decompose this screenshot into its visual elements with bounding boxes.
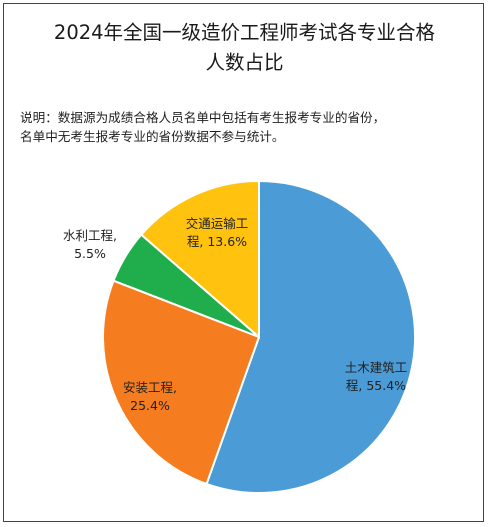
chart-title-line-2: 人数占比 (205, 51, 284, 74)
slice-label-4: 交通运输工程, 13.6% (186, 216, 249, 249)
slice-label-2-line-2: 25.4% (130, 398, 170, 413)
pie-slice-4 (139, 179, 260, 340)
slice-label-3-line-1: 水利工程, (63, 228, 117, 243)
chart-note-line-2: 名单中无考生报考专业的省份数据不参与统计。 (20, 129, 285, 144)
chart-note: 说明：数据源为成绩合格人员名单中包括有考生报考专业的省份， 名单中无考生报考专业… (20, 108, 475, 146)
slice-label-3: 水利工程, 5.5% (63, 228, 117, 261)
pie-slice-2 (102, 279, 261, 486)
slice-label-2: 安装工程, 25.4% (123, 380, 177, 413)
chart-note-line-1: 说明：数据源为成绩合格人员名单中包括有考生报考专业的省份， (20, 110, 386, 125)
slice-label-1: 土木建筑工程, 55.4% (345, 360, 408, 393)
slice-label-4-line-1: 交通运输工 (186, 216, 249, 231)
slice-label-1-line-1: 土木建筑工 (345, 360, 408, 375)
slice-label-3-line-2: 5.5% (74, 246, 106, 261)
pie-slice-1 (205, 179, 417, 494)
pie-chart: 土木建筑工程, 55.4% 安装工程, 25.4% 水利工程, 5.5% 交通运输工程, … (63, 179, 417, 494)
chart-frame: 2024年全国一级造价工程师考试各专业合格 人数占比 说明：数据源为成绩合格人员… (3, 3, 484, 522)
slice-label-2-line-1: 安装工程, (123, 380, 177, 395)
slice-label-1-line-2: 程, 55.4% (346, 378, 406, 393)
slice-label-4-line-2: 程, 13.6% (187, 234, 247, 249)
chart-title: 2024年全国一级造价工程师考试各专业合格 人数占比 (4, 18, 485, 78)
chart-title-line-1: 2024年全国一级造价工程师考试各专业合格 (53, 21, 436, 44)
